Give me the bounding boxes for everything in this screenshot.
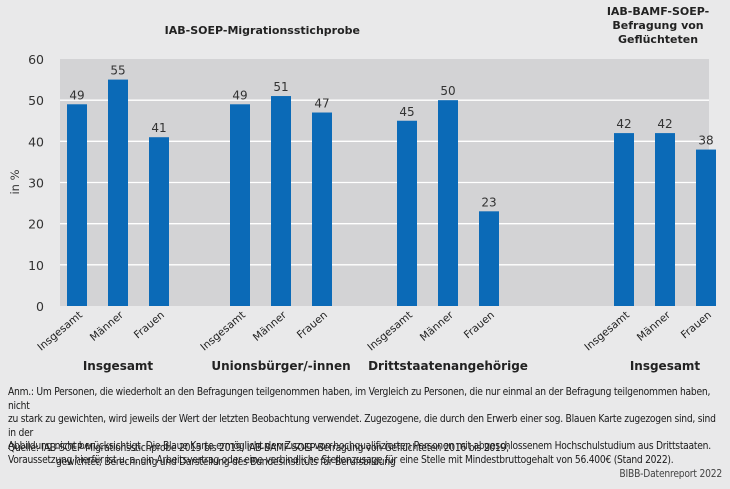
bar-value-label: 49 — [69, 88, 84, 102]
x-tick-label: Insgesamt — [582, 309, 632, 353]
y-axis-label: in % — [8, 169, 22, 194]
group-label: Unionsbürger/-innen — [211, 359, 350, 373]
x-tick-label: Frauen — [132, 309, 167, 341]
y-tick-label: 30 — [28, 176, 44, 191]
bar — [312, 112, 332, 307]
x-tick-label: Insgesamt — [365, 309, 415, 353]
survey-header: IAB-SOEP-Migrationsstichprobe — [165, 24, 360, 37]
x-tick-label: Frauen — [462, 309, 497, 341]
bar — [230, 104, 250, 307]
y-tick-label: 10 — [28, 258, 44, 273]
x-tick-label: Männer — [418, 309, 457, 344]
bar-value-label: 47 — [314, 97, 329, 111]
survey-header: Befragung von — [612, 19, 703, 32]
bar-value-label: 38 — [698, 134, 713, 148]
bar — [614, 133, 634, 306]
x-tick-label: Insgesamt — [35, 309, 85, 353]
survey-header: IAB-BAMF-SOEP- — [607, 5, 709, 18]
y-tick-label: 60 — [28, 52, 44, 67]
bar-value-label: 45 — [399, 105, 414, 119]
annotation-note: Anm.: Um Personen, die wiederholt an den… — [8, 386, 723, 468]
note-line: Voraussetzung hierfür ist u. a. ein Arbe… — [8, 454, 674, 466]
x-tick-label: Frauen — [295, 309, 330, 341]
bar-value-label: 55 — [110, 64, 125, 78]
source-line-1: Quelle: IAB-SOEP-Migrationsstichprobe 20… — [8, 443, 509, 454]
note-line: zu stark zu gewichten, wird jeweils der … — [8, 414, 716, 439]
group-label: Drittstaatenangehörige — [368, 359, 528, 373]
y-tick-label: 50 — [28, 93, 44, 108]
y-tick-label: 20 — [28, 217, 44, 232]
bar — [108, 79, 128, 306]
bar-value-label: 42 — [657, 117, 672, 131]
bar — [479, 211, 499, 306]
y-tick-label: 0 — [36, 299, 44, 314]
y-tick-label: 40 — [28, 134, 44, 149]
group-label: Insgesamt — [83, 359, 154, 373]
report-credit: BIBB-Datenreport 2022 — [619, 469, 722, 480]
bar-value-label: 49 — [232, 88, 247, 102]
bar — [438, 100, 458, 307]
group-label: Insgesamt — [630, 359, 701, 373]
bar-value-label: 51 — [273, 80, 288, 94]
bar — [149, 137, 169, 306]
x-tick-label: Insgesamt — [198, 309, 248, 353]
source-note: Quelle: IAB-SOEP-Migrationsstichprobe 20… — [8, 442, 723, 469]
survey-header: Geflüchteten — [618, 33, 698, 46]
x-tick-label: Männer — [635, 309, 674, 344]
bar-value-label: 23 — [481, 195, 496, 209]
note-line: Anm.: Um Personen, die wiederholt an den… — [8, 387, 711, 412]
bar-value-label: 42 — [616, 117, 631, 131]
bar-value-label: 50 — [440, 84, 455, 98]
bar-value-label: 41 — [151, 121, 166, 135]
x-tick-label: Männer — [251, 309, 290, 344]
bar — [271, 96, 291, 306]
x-tick-label: Frauen — [679, 309, 714, 341]
bar — [67, 104, 87, 307]
bar-chart: 0 10 20 30 40 50 60 in % 49 Insgesamt 55 Männer 41 Fr… — [8, 5, 716, 373]
x-tick-label: Männer — [88, 309, 127, 344]
bar — [397, 120, 417, 306]
bar — [696, 149, 716, 306]
bar — [655, 133, 675, 306]
source-line-2: gewichtet; Berechnung und Darstellung de… — [56, 456, 396, 468]
note-line: Abbildung nicht berücksichtigt. Die Blau… — [8, 441, 711, 453]
